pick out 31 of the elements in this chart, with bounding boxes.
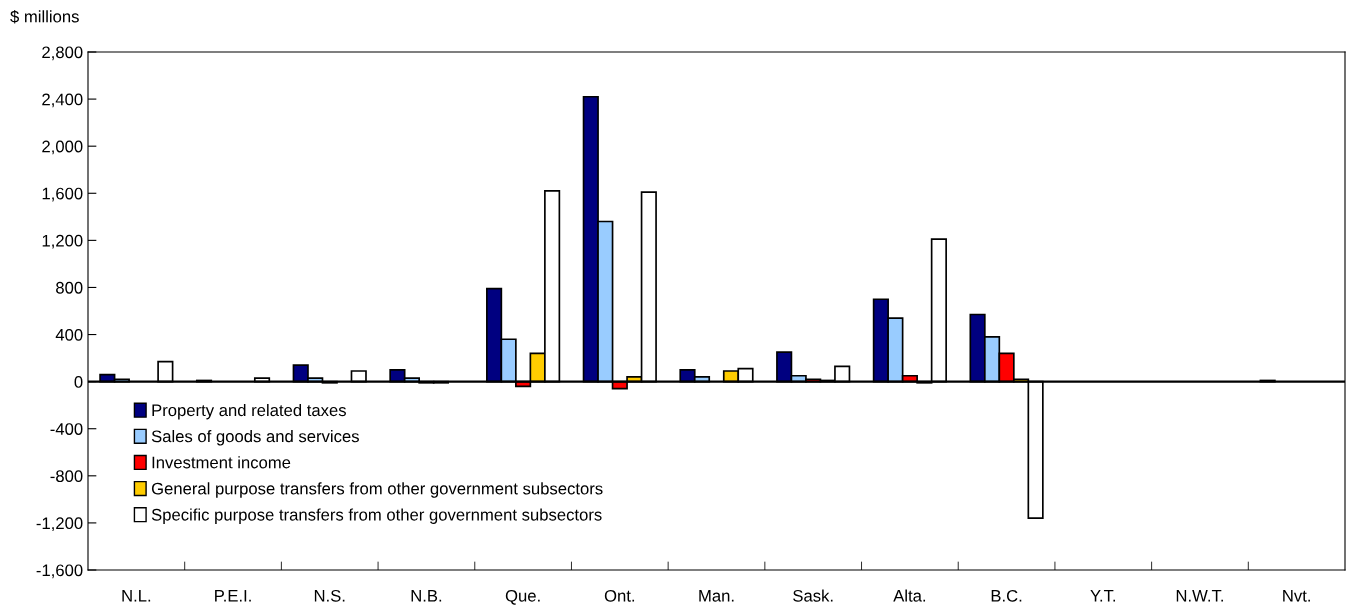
legend-label: Property and related taxes [152, 403, 346, 420]
y-tick-label: 1,600 [42, 187, 83, 202]
x-tick-label: Alta. [893, 589, 926, 602]
y-tick-label: -1,200 [36, 517, 83, 532]
x-tick-label: Nvt. [1283, 590, 1310, 602]
x-tick-label: P.E.I. [215, 590, 251, 602]
legend-label: Sales of goods and services [151, 430, 359, 446]
x-tick-label: Ont. [604, 589, 635, 602]
x-tick-label: Y.T. [1090, 590, 1116, 602]
legend-label: Investment income [152, 456, 291, 469]
legend-label: General purpose transfers from other government subsectors [151, 482, 603, 498]
y-tick-label: -1,600 [36, 564, 83, 579]
x-tick-label: B.C. [991, 589, 1022, 602]
y-tick-label: 1,200 [42, 234, 83, 249]
legend-label: Specific purpose transfers from other government subsectors [151, 508, 602, 524]
y-tick-label: -800 [50, 470, 83, 483]
y-tick-label: 0 [74, 376, 83, 388]
x-tick-label: N.B. [411, 590, 442, 602]
x-tick-label: N.L. [122, 590, 151, 602]
x-tick-label: Man. [699, 590, 734, 602]
x-tick-label: N.S. [314, 589, 345, 602]
x-tick-label: Sask. [793, 589, 833, 602]
y-tick-label: 400 [55, 328, 83, 341]
y-tick-label: 800 [56, 281, 83, 294]
y-tick-label: 2,800 [42, 46, 83, 61]
y-tick-label: -400 [50, 423, 83, 435]
y-axis-title: $ millions [10, 9, 79, 24]
x-tick-label: Que. [505, 589, 540, 605]
y-tick-label: 2,000 [42, 140, 83, 155]
x-tick-label: N.W.T. [1176, 590, 1223, 602]
y-tick-label: 2,400 [42, 93, 83, 108]
